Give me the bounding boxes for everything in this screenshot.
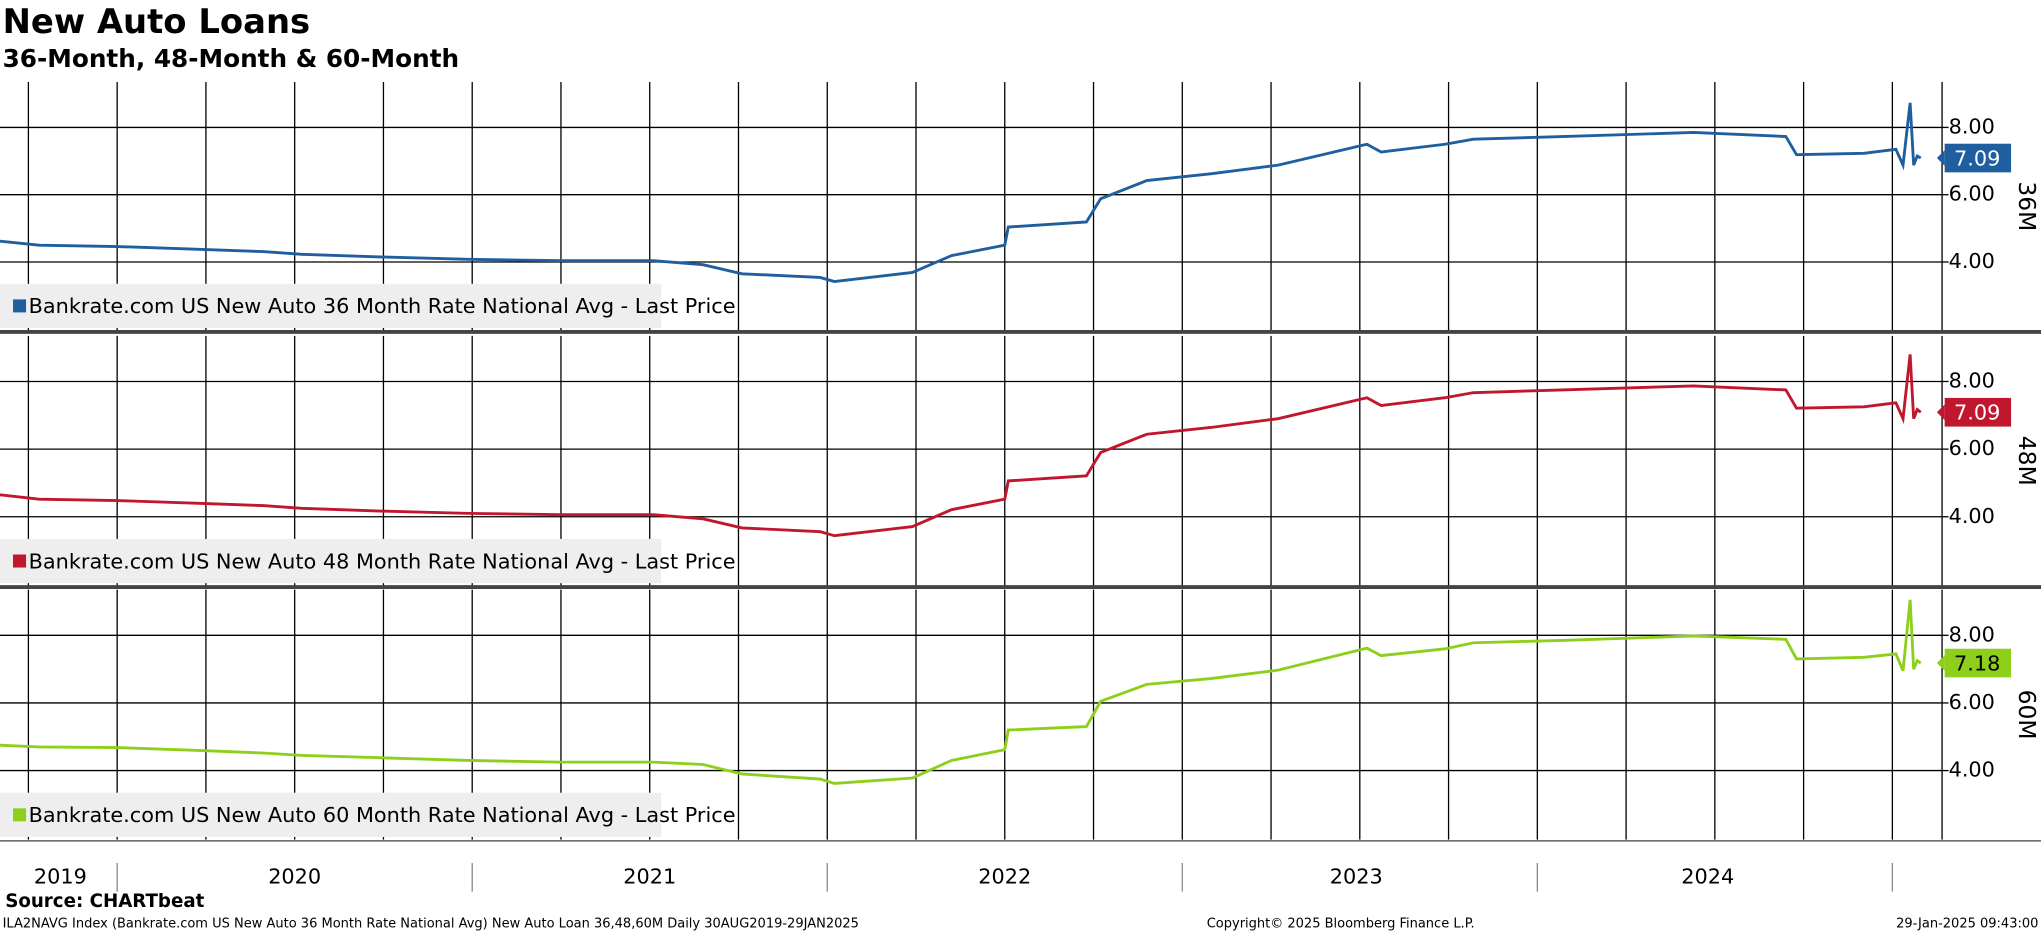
y-tick-label: 4.00 <box>1949 249 1995 273</box>
y-tick-label: 8.00 <box>1949 622 1995 646</box>
x-tick-label: 2021 <box>623 864 676 888</box>
last-value-box <box>1944 397 2012 427</box>
series-line <box>0 102 1922 283</box>
legend-box <box>0 283 662 329</box>
legend-swatch <box>13 808 27 822</box>
legend-box <box>0 538 662 584</box>
series-line <box>0 599 1922 785</box>
x-tick-label: 2019 <box>34 864 87 888</box>
footer-center: Copyright© 2025 Bloomberg Finance L.P. <box>1207 917 1475 932</box>
y-tick-label: 8.00 <box>1949 368 1995 392</box>
y-tick-label: 6.00 <box>1949 436 1995 460</box>
series-line <box>0 354 1922 538</box>
last-value-label: 7.09 <box>1954 146 2000 170</box>
y-tick-label: 6.00 <box>1949 182 1995 206</box>
y-tick-label: 4.00 <box>1949 758 1995 782</box>
last-value-label: 7.09 <box>1954 401 2000 425</box>
y-axis-label: 36M <box>2013 181 2041 231</box>
y-tick-label: 6.00 <box>1949 690 1995 714</box>
x-tick-label: 2024 <box>1681 864 1734 888</box>
last-value-box <box>1944 648 2012 678</box>
last-value-box <box>1944 143 2012 173</box>
x-tick-label: 2022 <box>978 864 1031 888</box>
footer-left: ILA2NAVG Index (Bankrate.com US New Auto… <box>3 917 859 932</box>
legend-swatch <box>13 299 27 313</box>
chart-title: New Auto Loans <box>3 2 311 41</box>
legend-label: Bankrate.com US New Auto 48 Month Rate N… <box>29 549 736 573</box>
y-axis-label: 48M <box>2013 436 2041 486</box>
source: Source: CHARTbeat <box>5 891 204 912</box>
y-tick-label: 4.00 <box>1949 504 1995 528</box>
legend-swatch <box>13 554 27 568</box>
y-tick-label: 8.00 <box>1949 114 1995 138</box>
legend-box <box>0 792 662 837</box>
y-axis-label: 60M <box>2013 690 2041 740</box>
last-value-pointer <box>1936 150 1945 166</box>
x-tick-label: 2020 <box>268 864 321 888</box>
last-value-pointer <box>1936 655 1945 671</box>
x-tick-label: 2023 <box>1330 864 1383 888</box>
legend-label: Bankrate.com US New Auto 60 Month Rate N… <box>29 803 736 827</box>
footer-right: 29-Jan-2025 09:43:00 <box>1896 917 2038 932</box>
last-value-pointer <box>1936 404 1945 421</box>
legend-label: Bankrate.com US New Auto 36 Month Rate N… <box>29 294 736 318</box>
last-value-label: 7.18 <box>1954 651 2000 675</box>
chart-subtitle: 36-Month, 48-Month & 60-Month <box>3 44 460 73</box>
